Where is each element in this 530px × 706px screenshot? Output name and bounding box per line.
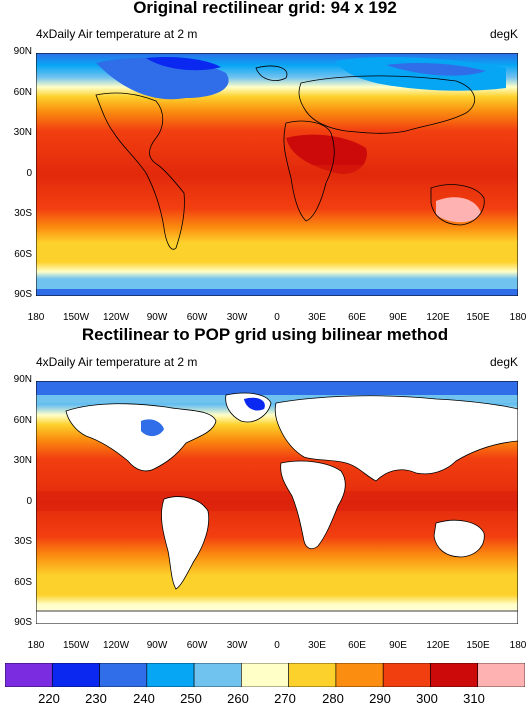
colorbar-label: 280 xyxy=(322,691,344,706)
p1-lon-tick: 180 xyxy=(509,312,527,323)
colorbar-label: 310 xyxy=(463,691,485,706)
p2-lat-tick: 0 xyxy=(26,496,32,507)
p1-lon-tick: 0 xyxy=(274,312,280,323)
p1-lon-tick: 60W xyxy=(186,312,208,323)
colorbar-swatch xyxy=(288,663,337,687)
p2-lat-tick: 60S xyxy=(14,577,32,588)
colorbar-label: 270 xyxy=(274,691,296,706)
p2-lon-tick: 30E xyxy=(308,640,326,651)
p1-lon-tick: 30E xyxy=(308,312,326,323)
p1-lat-tick: 30N xyxy=(13,127,32,138)
p2-lat-tick: 90S xyxy=(14,617,32,628)
p2-lon-tick: 120E xyxy=(426,640,450,651)
p2-lon-tick: 90E xyxy=(389,640,407,651)
colorbar-swatch xyxy=(477,663,525,687)
panel2-title: Rectilinear to POP grid using bilinear m… xyxy=(81,325,449,344)
p1-lat-tick: 60S xyxy=(14,249,32,260)
p1-lon-tick: 180 xyxy=(27,312,45,323)
p2-lat-tick: 90N xyxy=(13,374,32,385)
p2-lat-tick: 30S xyxy=(14,536,32,547)
p2-lon-tick: 90W xyxy=(146,640,168,651)
p1-lon-tick: 90W xyxy=(146,312,168,323)
colorbar-label: 230 xyxy=(85,691,107,706)
p1-lat-tick: 60N xyxy=(13,87,32,98)
panel1-title: Original rectilinear grid: 94 x 192 xyxy=(133,0,397,17)
colorbar-swatch xyxy=(193,663,242,687)
panel1-subtitle-right: degK xyxy=(489,27,518,41)
p1-lat-tick: 90S xyxy=(14,289,32,300)
map-panel-pop xyxy=(36,381,518,624)
p2-lat-tick: 30N xyxy=(13,455,32,466)
colorbar-label: 290 xyxy=(369,691,391,706)
colorbar-label: 240 xyxy=(133,691,155,706)
colorbar-label: 250 xyxy=(180,691,202,706)
panel2-subtitle-right: degK xyxy=(489,355,518,369)
p1-lon-tick: 90E xyxy=(389,312,407,323)
p2-lon-tick: 30W xyxy=(226,640,248,651)
colorbar-swatch xyxy=(430,663,479,687)
p1-lon-tick: 150W xyxy=(62,312,90,323)
p1-lat-tick: 90N xyxy=(13,46,32,57)
p2-lon-tick: 180 xyxy=(27,640,45,651)
colorbar xyxy=(5,663,525,687)
panel2-subtitle-left: 4xDaily Air temperature at 2 m xyxy=(36,355,198,369)
p2-lon-tick: 60E xyxy=(348,640,366,651)
colorbar-swatch xyxy=(99,663,148,687)
p1-lat-tick: 30S xyxy=(14,208,32,219)
colorbar-swatch xyxy=(51,663,100,687)
p1-lon-tick: 60E xyxy=(348,312,366,323)
p2-lon-tick: 150E xyxy=(466,640,490,651)
p2-lon-tick: 120W xyxy=(102,640,130,651)
p2-lon-tick: 150W xyxy=(62,640,90,651)
panel1-subtitle-left: 4xDaily Air temperature at 2 m xyxy=(36,27,198,41)
p1-lon-tick: 150E xyxy=(466,312,490,323)
colorbar-swatch xyxy=(5,663,53,687)
colorbar-swatch xyxy=(146,663,195,687)
p1-lon-tick: 30W xyxy=(226,312,248,323)
p2-lon-tick: 180 xyxy=(509,640,527,651)
colorbar-swatch xyxy=(382,663,431,687)
p1-lat-tick: 0 xyxy=(26,168,32,179)
p2-lat-tick: 60N xyxy=(13,415,32,426)
p1-lon-tick: 120W xyxy=(102,312,130,323)
colorbar-label: 260 xyxy=(227,691,249,706)
p1-lon-tick: 120E xyxy=(426,312,450,323)
colorbar-label: 300 xyxy=(416,691,438,706)
colorbar-swatch xyxy=(335,663,384,687)
colorbar-label: 220 xyxy=(38,691,60,706)
p2-lon-tick: 0 xyxy=(274,640,280,651)
p2-lon-tick: 60W xyxy=(186,640,208,651)
map-panel-original xyxy=(36,53,518,296)
colorbar-swatch xyxy=(241,663,289,687)
